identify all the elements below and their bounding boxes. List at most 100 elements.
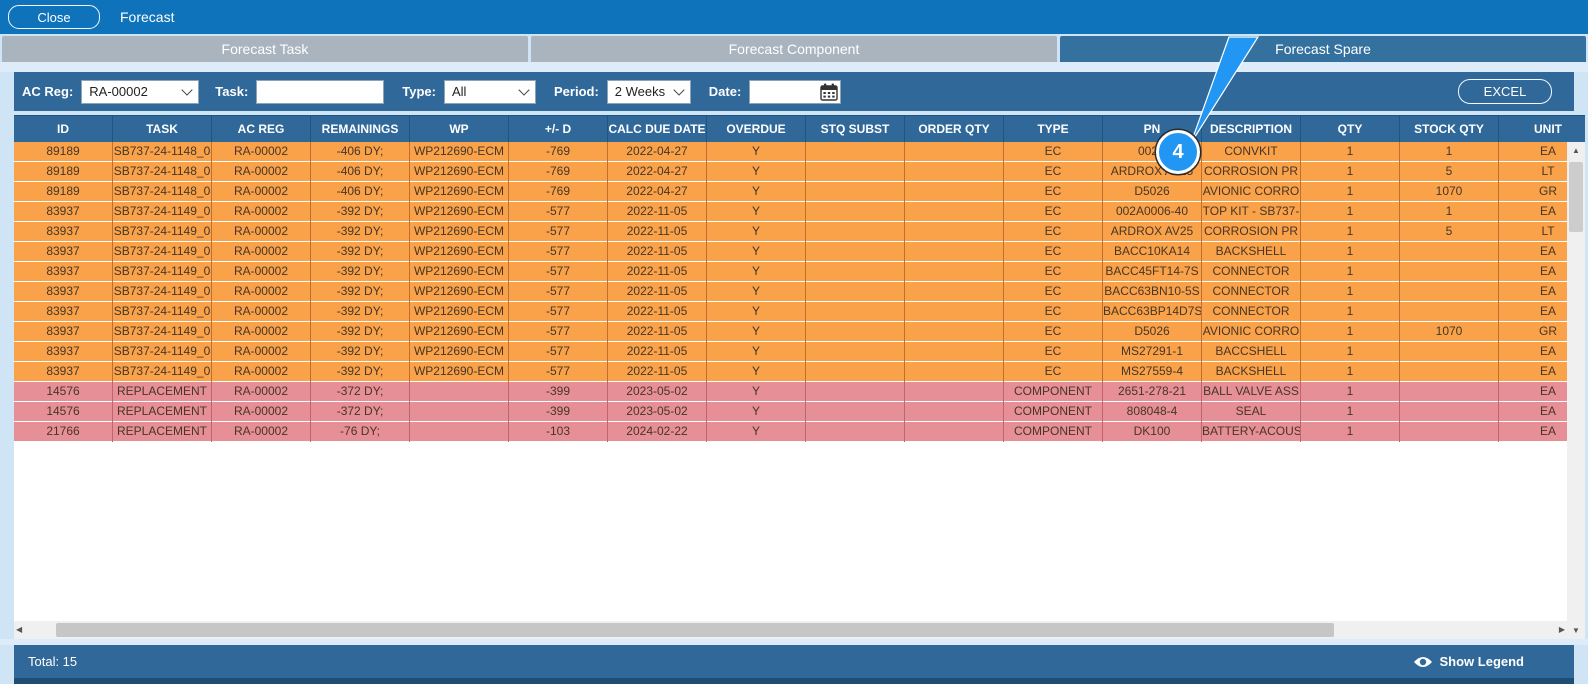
table-cell[interactable]: 1 — [1400, 142, 1499, 162]
table-cell[interactable]: WP212690-ECM — [410, 142, 509, 162]
table-cell[interactable]: 2022-11-05 — [608, 302, 707, 322]
close-button[interactable]: Close — [8, 5, 100, 29]
table-cell[interactable]: RA-00002 — [212, 322, 311, 342]
table-cell[interactable]: EA — [1499, 342, 1567, 362]
table-cell[interactable]: WP212690-ECM — [410, 262, 509, 282]
column-header-unit[interactable]: UNIT — [1499, 116, 1567, 143]
table-cell[interactable]: 1 — [1301, 182, 1400, 202]
horizontal-scroll-thumb[interactable] — [56, 623, 1334, 637]
period-select[interactable]: 2 Weeks — [606, 79, 691, 104]
table-cell[interactable]: MS27291-1 — [1103, 342, 1202, 362]
table-cell[interactable] — [1400, 242, 1499, 262]
table-cell[interactable]: -392 DY; — [311, 302, 410, 322]
table-cell[interactable]: 1 — [1301, 242, 1400, 262]
table-cell[interactable]: Y — [707, 402, 806, 422]
table-cell[interactable]: 14576 — [14, 402, 113, 422]
table-cell[interactable]: WP212690-ECM — [410, 322, 509, 342]
table-cell[interactable]: SB737-24-1149_0 — [113, 202, 212, 222]
table-row[interactable]: 83937 SB737-24-1149_0 RA-00002 -392 DY; WP21… — [14, 322, 1567, 342]
table-cell[interactable]: EA — [1499, 142, 1567, 162]
table-cell[interactable]: SB737-24-1148_0 — [113, 182, 212, 202]
table-cell[interactable]: EA — [1499, 282, 1567, 302]
table-row[interactable]: 83937 SB737-24-1149_0 RA-00002 -392 DY; WP21… — [14, 242, 1567, 262]
table-cell[interactable]: Y — [707, 202, 806, 222]
table-cell[interactable]: -769 — [509, 142, 608, 162]
table-cell[interactable]: -577 — [509, 262, 608, 282]
table-cell[interactable]: Y — [707, 182, 806, 202]
table-cell[interactable]: 1 — [1301, 162, 1400, 182]
table-cell[interactable]: COMPONENT — [1004, 402, 1103, 422]
table-cell[interactable] — [905, 202, 1004, 222]
table-cell[interactable]: 2022-11-05 — [608, 362, 707, 382]
table-cell[interactable] — [1400, 302, 1499, 322]
table-cell[interactable]: -372 DY; — [311, 402, 410, 422]
table-cell[interactable]: Y — [707, 142, 806, 162]
table-cell[interactable] — [806, 402, 905, 422]
table-cell[interactable]: WP212690-ECM — [410, 182, 509, 202]
table-cell[interactable] — [905, 222, 1004, 242]
table-cell[interactable]: BACKSHELL — [1202, 362, 1301, 382]
table-cell[interactable]: Y — [707, 382, 806, 402]
table-cell[interactable]: 83937 — [14, 322, 113, 342]
table-cell[interactable] — [1400, 382, 1499, 402]
tab-forecast-component[interactable]: Forecast Component — [531, 36, 1057, 62]
table-cell[interactable]: -392 DY; — [311, 202, 410, 222]
table-cell[interactable]: 1070 — [1400, 322, 1499, 342]
table-cell[interactable] — [905, 162, 1004, 182]
table-cell[interactable]: AVIONIC CORRO — [1202, 322, 1301, 342]
table-cell[interactable]: -577 — [509, 342, 608, 362]
vertical-scrollbar[interactable]: ▲ ▼ — [1567, 142, 1585, 639]
table-cell[interactable] — [806, 302, 905, 322]
vertical-scroll-thumb[interactable] — [1569, 162, 1583, 232]
table-cell[interactable]: SB737-24-1148_0 — [113, 142, 212, 162]
scroll-right-icon[interactable]: ▶ — [1558, 625, 1565, 634]
table-cell[interactable]: -577 — [509, 202, 608, 222]
column-header-ac-reg[interactable]: AC REG — [212, 116, 311, 143]
table-cell[interactable]: -392 DY; — [311, 362, 410, 382]
table-cell[interactable]: 1070 — [1400, 182, 1499, 202]
table-cell[interactable]: EC — [1004, 282, 1103, 302]
table-cell[interactable]: BACC63BP14D7S — [1103, 302, 1202, 322]
table-row[interactable]: 83937 SB737-24-1149_0 RA-00002 -392 DY; WP21… — [14, 302, 1567, 322]
table-cell[interactable] — [905, 142, 1004, 162]
show-legend-toggle[interactable]: Show Legend — [1413, 654, 1524, 669]
table-cell[interactable]: 2022-11-05 — [608, 242, 707, 262]
table-row[interactable]: 89189 SB737-24-1148_0 RA-00002 -406 DY; WP21… — [14, 142, 1567, 162]
table-cell[interactable] — [905, 342, 1004, 362]
table-cell[interactable]: EC — [1004, 242, 1103, 262]
table-cell[interactable]: 1 — [1301, 302, 1400, 322]
table-cell[interactable]: 89189 — [14, 142, 113, 162]
table-cell[interactable]: BACKSHELL — [1202, 242, 1301, 262]
table-cell[interactable]: RA-00002 — [212, 362, 311, 382]
table-cell[interactable] — [1400, 282, 1499, 302]
table-cell[interactable]: BACCSHELL — [1202, 342, 1301, 362]
table-cell[interactable]: REPLACEMENT — [113, 402, 212, 422]
table-cell[interactable]: -406 DY; — [311, 182, 410, 202]
table-cell[interactable]: SB737-24-1149_0 — [113, 322, 212, 342]
table-cell[interactable]: -392 DY; — [311, 242, 410, 262]
table-cell[interactable]: CORROSION PR — [1202, 222, 1301, 242]
column-header-overdue[interactable]: OVERDUE — [707, 116, 806, 143]
table-cell[interactable] — [905, 402, 1004, 422]
table-cell[interactable] — [1400, 422, 1499, 442]
table-cell[interactable]: EC — [1004, 222, 1103, 242]
table-cell[interactable] — [806, 222, 905, 242]
column-header-task[interactable]: TASK — [113, 116, 212, 143]
table-cell[interactable] — [905, 382, 1004, 402]
table-row[interactable]: 14576 REPLACEMENT RA-00002 -372 DY; -399 2023… — [14, 402, 1567, 422]
table-cell[interactable]: EC — [1004, 342, 1103, 362]
table-cell[interactable]: ARDROX AV25 — [1103, 222, 1202, 242]
table-cell[interactable] — [905, 302, 1004, 322]
table-cell[interactable]: EC — [1004, 302, 1103, 322]
table-cell[interactable]: 83937 — [14, 202, 113, 222]
table-cell[interactable]: -392 DY; — [311, 322, 410, 342]
column-header-type[interactable]: TYPE — [1004, 116, 1103, 143]
table-row[interactable]: 83937 SB737-24-1149_0 RA-00002 -392 DY; WP21… — [14, 342, 1567, 362]
table-cell[interactable]: -399 — [509, 382, 608, 402]
table-cell[interactable]: 83937 — [14, 342, 113, 362]
table-row[interactable]: 89189 SB737-24-1148_0 RA-00002 -406 DY; WP21… — [14, 182, 1567, 202]
table-row[interactable]: 83937 SB737-24-1149_0 RA-00002 -392 DY; WP21… — [14, 202, 1567, 222]
table-cell[interactable]: RA-00002 — [212, 182, 311, 202]
table-cell[interactable]: WP212690-ECM — [410, 162, 509, 182]
table-cell[interactable]: SB737-24-1149_0 — [113, 242, 212, 262]
